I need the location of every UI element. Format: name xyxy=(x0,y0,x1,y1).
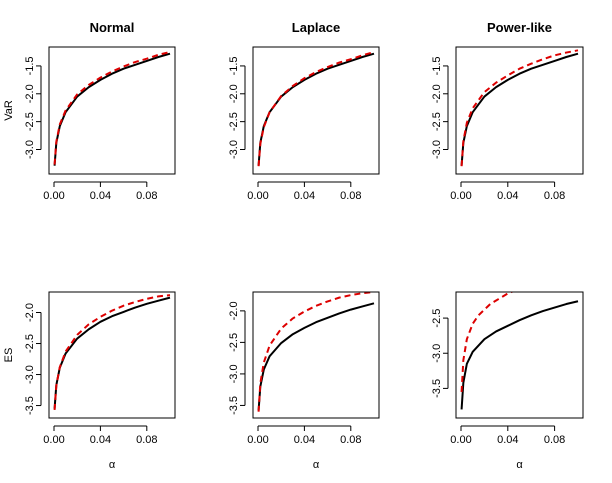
y-tick-label: -3.5 xyxy=(24,396,36,415)
dashed-red-line xyxy=(257,51,375,167)
x-tick-label: 0.00 xyxy=(450,190,471,202)
panel-title: Laplace xyxy=(292,20,340,35)
panel-title: Power-like xyxy=(487,20,552,35)
y-tick-label: -3.0 xyxy=(228,140,240,159)
x-tick-label: 0.04 xyxy=(497,190,518,202)
y-tick-label: -2.5 xyxy=(431,112,443,131)
y-tick-label: -3.5 xyxy=(431,379,443,398)
panel-3: 0.00 0.04 0.08 -3.0 -2.5 -2.0 -1.5 Power-like xyxy=(431,20,584,202)
panel-2: 0.00 0.04 0.08 -3.0 -2.5 -2.0 -1.5 Laplace xyxy=(228,20,380,202)
x-tick-label: 0.04 xyxy=(90,190,111,202)
panel-title: Normal xyxy=(90,20,135,35)
y-tick-label: -2.0 xyxy=(24,84,36,103)
y-tick-label: -2.5 xyxy=(228,333,240,352)
x-tick-label: 0.00 xyxy=(43,190,64,202)
solid-black-line xyxy=(53,52,171,166)
plot-frame xyxy=(252,291,380,419)
x-tick-label: 0.00 xyxy=(247,434,268,446)
solid-black-line xyxy=(460,52,579,166)
y-tick-label: -2.5 xyxy=(24,334,36,353)
y-tick-label: -2.5 xyxy=(228,112,240,131)
y-tick-label: -2.5 xyxy=(431,309,443,328)
solid-black-line xyxy=(257,302,375,411)
plot-frame xyxy=(48,46,176,175)
y-tick-label: -2.5 xyxy=(24,112,36,131)
solid-black-line xyxy=(460,300,579,410)
plot-frame xyxy=(455,46,584,175)
y-tick-label: -3.0 xyxy=(431,140,443,159)
x-tick-label: 0.00 xyxy=(43,434,64,446)
y-axis-label: VaR xyxy=(3,100,15,121)
y-tick-label: -1.5 xyxy=(24,56,36,75)
y-tick-label: -1.5 xyxy=(431,56,443,75)
dashed-red-line xyxy=(257,292,375,412)
y-axis-label: ES xyxy=(3,348,15,363)
panel-1: 0.00 0.04 0.08 -3.0 -2.5 -2.0 -1.5 Normal VaR xyxy=(3,20,176,202)
y-tick-label: -3.0 xyxy=(24,140,36,159)
y-tick-label: -3.0 xyxy=(228,364,240,383)
plot-frame xyxy=(252,46,380,175)
x-axis-label: α xyxy=(313,459,320,471)
y-tick-label: -2.0 xyxy=(228,84,240,103)
y-tick-label: -3.5 xyxy=(228,396,240,415)
y-tick-label: -3.0 xyxy=(431,344,443,363)
x-tick-label: 0.00 xyxy=(450,434,471,446)
dashed-red-line xyxy=(460,292,514,392)
x-tick-label: 0.00 xyxy=(247,190,268,202)
x-tick-label: 0.08 xyxy=(340,434,361,446)
plot-frame xyxy=(48,291,176,419)
solid-black-line xyxy=(53,296,171,409)
y-tick-label: -2.0 xyxy=(228,301,240,320)
x-tick-label: 0.04 xyxy=(90,434,111,446)
x-tick-label: 0.04 xyxy=(497,434,518,446)
y-tick-label: -3.0 xyxy=(24,365,36,384)
dashed-red-line xyxy=(53,51,171,165)
x-tick-label: 0.08 xyxy=(136,190,157,202)
y-tick-label: -2.0 xyxy=(24,303,36,322)
x-tick-label: 0.04 xyxy=(294,190,315,202)
x-tick-label: 0.08 xyxy=(340,190,361,202)
x-axis-label: α xyxy=(516,459,523,471)
solid-black-line xyxy=(257,52,375,166)
x-tick-label: 0.08 xyxy=(544,190,565,202)
dashed-red-line xyxy=(460,49,579,167)
y-tick-label: -2.0 xyxy=(431,84,443,103)
panel-6: 0.00 0.04 0.08 -3.5 -3.0 -2.5 α xyxy=(431,291,584,471)
dashed-red-line xyxy=(53,294,171,410)
plot-frame xyxy=(455,291,584,419)
x-tick-label: 0.08 xyxy=(136,434,157,446)
y-tick-label: -1.5 xyxy=(228,56,240,75)
panel-5: 0.00 0.04 0.08 -3.5 -3.0 -2.5 -2.0 α xyxy=(228,291,380,471)
panel-4: 0.00 0.04 0.08 -3.5 -3.0 -2.5 -2.0 α ES xyxy=(3,291,176,471)
x-tick-label: 0.08 xyxy=(544,434,565,446)
x-axis-label: α xyxy=(109,459,116,471)
x-tick-label: 0.04 xyxy=(294,434,315,446)
